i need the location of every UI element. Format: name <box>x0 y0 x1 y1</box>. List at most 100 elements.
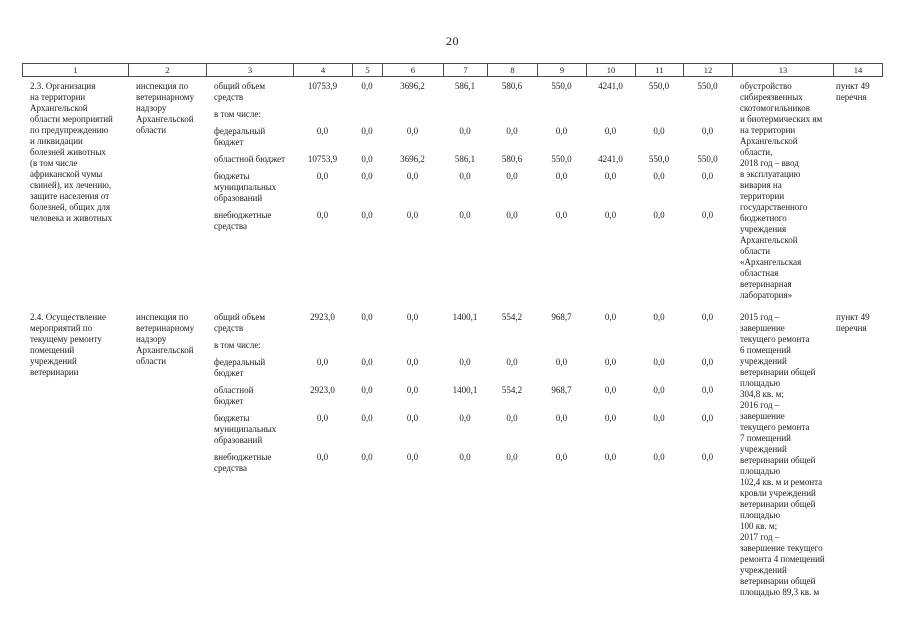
activity-cell: 2.4. Осуществление мероприятий по текуще… <box>30 312 106 377</box>
funding-value: 0,0 <box>361 171 373 181</box>
column-number-header: 13 <box>732 64 833 76</box>
funding-row: внебюджетные средства 0,0 0,0 0,0 0,0 0,0 0,0 0… <box>206 210 732 238</box>
column-number-header: 5 <box>352 64 382 76</box>
funding-value: 0,0 <box>506 210 518 220</box>
funding-value <box>443 109 487 126</box>
funding-value: 550,0 <box>648 81 670 91</box>
funding-value <box>683 109 732 126</box>
funding-value: 586,1 <box>454 154 476 164</box>
funding-value <box>537 340 586 357</box>
funding-value: 4241,0 <box>598 154 623 164</box>
funding-value: 0,0 <box>361 385 373 395</box>
funding-value: 0,0 <box>604 126 617 136</box>
funding-value: 0,0 <box>361 210 373 220</box>
funding-value: 0,0 <box>701 452 714 462</box>
funding-value: 0,0 <box>506 413 518 423</box>
funding-label: областной бюджет <box>214 154 286 164</box>
funding-value: 0,0 <box>604 452 617 462</box>
funding-row: в том числе: <box>206 109 732 126</box>
funding-value <box>635 340 683 357</box>
column-number-header: 12 <box>683 64 732 76</box>
funding-value: 0,0 <box>555 452 568 462</box>
funding-value: 0,0 <box>653 171 665 181</box>
funding-label: в том числе: <box>214 340 261 350</box>
table-row: 2.4. Осуществление мероприятий по текуще… <box>22 312 883 598</box>
funding-value <box>352 340 382 357</box>
funding-value: 550,0 <box>697 81 718 91</box>
funding-value: 0,0 <box>701 210 714 220</box>
column-number-header: 2 <box>128 64 206 76</box>
funding-value <box>382 340 443 357</box>
funding-value <box>352 109 382 126</box>
funding-value: 0,0 <box>555 126 568 136</box>
funding-value <box>487 340 537 357</box>
reference-cell: пункт 49 перечня <box>836 81 870 102</box>
funding-label: федеральный бюджет <box>214 126 266 147</box>
funding-value: 550,0 <box>648 154 670 164</box>
funding-value: 0,0 <box>653 312 665 322</box>
funding-value: 0,0 <box>459 210 471 220</box>
funding-value: 586,1 <box>454 81 476 91</box>
funding-value: 580,6 <box>501 154 523 164</box>
funding-value: 4241,0 <box>598 81 623 91</box>
funding-value: 0,0 <box>459 413 471 423</box>
expected-result-cell: 2015 год – завершение текущего ремонта 6… <box>740 312 825 597</box>
funding-value: 0,0 <box>604 385 617 395</box>
funding-value: 0,0 <box>506 452 518 462</box>
funding-value: 0,0 <box>701 126 714 136</box>
funding-value: 0,0 <box>555 171 568 181</box>
page-number: 20 <box>446 34 459 48</box>
funding-value: 3696,2 <box>400 154 425 164</box>
funding-value: 3696,2 <box>400 81 425 91</box>
funding-value: 0,0 <box>459 171 471 181</box>
funding-value: 0,0 <box>506 357 518 367</box>
funding-value: 0,0 <box>316 413 329 423</box>
funding-value: 0,0 <box>406 357 419 367</box>
funding-label: внебюджетные средства <box>214 452 272 473</box>
funding-value: 0,0 <box>316 357 329 367</box>
column-number-header: 11 <box>635 64 683 76</box>
funding-value: 0,0 <box>361 312 373 322</box>
funding-value: 0,0 <box>361 81 373 91</box>
funding-row: в том числе: <box>206 340 732 357</box>
funding-value: 0,0 <box>406 312 419 322</box>
funding-value <box>683 340 732 357</box>
funding-value: 968,7 <box>551 312 572 322</box>
executor-cell: инспекция по ветеринарному надзору Архан… <box>136 312 195 366</box>
column-number-header: 4 <box>293 64 352 76</box>
funding-row: бюджеты муниципальных образований 0,0 0,0 0… <box>206 171 732 210</box>
funding-value: 0,0 <box>406 171 419 181</box>
funding-value: 10753,9 <box>307 154 338 164</box>
funding-value: 0,0 <box>361 413 373 423</box>
funding-value: 0,0 <box>653 452 665 462</box>
funding-value: 0,0 <box>701 171 714 181</box>
table-row: 2.3. Организация на территории Архангель… <box>22 81 883 301</box>
funding-value: 0,0 <box>406 126 419 136</box>
funding-value: 2923,0 <box>310 385 335 395</box>
funding-value: 0,0 <box>653 210 665 220</box>
funding-table: общий объем средств 2923,0 0,0 0,0 1400,1 554… <box>206 312 732 480</box>
funding-value: 0,0 <box>653 413 665 423</box>
funding-value: 0,0 <box>406 385 419 395</box>
funding-value: 0,0 <box>406 452 419 462</box>
funding-value: 0,0 <box>459 452 471 462</box>
column-number-header: 1 <box>22 64 128 76</box>
funding-value <box>586 109 635 126</box>
funding-label: областной бюджет <box>214 385 254 406</box>
funding-value: 554,2 <box>501 385 523 395</box>
column-number-header: 14 <box>833 64 883 76</box>
column-number-header: 7 <box>443 64 487 76</box>
funding-value: 0,0 <box>604 171 617 181</box>
funding-value: 0,0 <box>653 126 665 136</box>
column-number-header: 10 <box>586 64 635 76</box>
funding-value: 0,0 <box>506 126 518 136</box>
column-numbers-row: 1 2 3 4 5 6 7 8 9 10 11 12 13 14 <box>22 63 883 77</box>
funding-value <box>537 109 586 126</box>
funding-value: 0,0 <box>604 312 617 322</box>
funding-label: бюджеты муниципальных образований <box>214 171 277 203</box>
program-funding-table: 1 2 3 4 5 6 7 8 9 10 11 12 13 14 2.3. Организация на … <box>22 63 883 598</box>
funding-value: 0,0 <box>361 357 373 367</box>
funding-value: 550,0 <box>551 154 572 164</box>
funding-row: общий объем средств 2923,0 0,0 0,0 1400,1 554… <box>206 312 732 340</box>
funding-value: 0,0 <box>653 385 665 395</box>
